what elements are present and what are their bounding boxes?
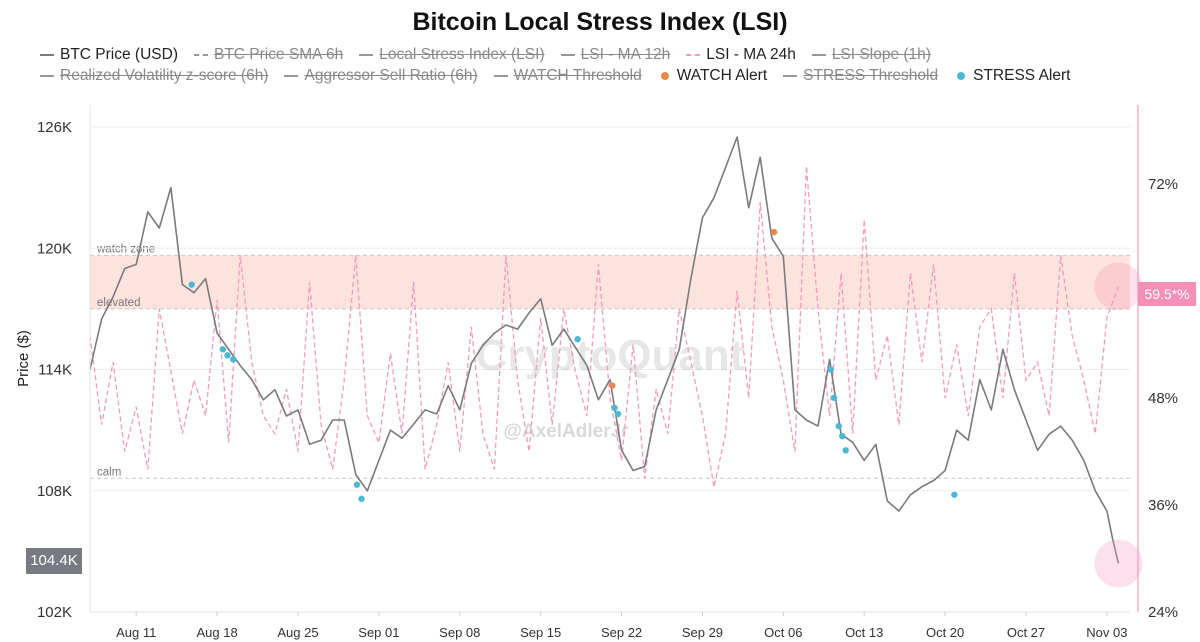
y-left-tick-label: 126K (37, 119, 72, 136)
stress-alert-point (574, 335, 581, 343)
legend-item-0[interactable]: BTC Price (USD) (40, 46, 178, 64)
stress-alert-point (230, 356, 237, 363)
x-tick-label: Aug 11 (116, 625, 156, 640)
legend-swatch (284, 75, 299, 77)
legend-item-6[interactable]: Realized Volatility z-score (6h) (40, 67, 268, 85)
stress-alert-point (358, 495, 365, 503)
watermark: CryptoQuant (476, 331, 745, 380)
legend-item-7[interactable]: Aggressor Sell Ratio (6h) (284, 67, 478, 85)
stress-alert-point (219, 346, 227, 353)
stress-alert-point (951, 491, 958, 498)
current-lsi-badge: 59.5*% (1138, 282, 1196, 306)
legend-swatch (783, 75, 798, 77)
stress-alert-point (839, 432, 846, 440)
x-tick-label: Oct 13 (845, 625, 883, 640)
btc-price-line (89, 136, 1120, 564)
watch-alert-point (770, 228, 778, 236)
legend-swatch (493, 75, 508, 77)
legend-label: WATCH Threshold (513, 67, 642, 84)
y-left-tick-label: 120K (37, 240, 72, 257)
watch-alert-point (609, 382, 616, 389)
legend-label: LSI Slope (1h) (831, 46, 931, 63)
y-left-tick-label: 102K (37, 604, 72, 621)
legend-swatch (359, 54, 374, 56)
y-right-tick-label: 72% (1148, 176, 1178, 193)
x-tick-label: Sep 01 (358, 625, 399, 640)
zone-label-1: elevated (97, 297, 140, 309)
x-tick-label: Aug 18 (197, 625, 238, 640)
x-tick-label: Nov 03 (1086, 625, 1127, 640)
legend-label: STRESS Threshold (803, 67, 939, 84)
legend-swatch (40, 54, 54, 56)
x-tick-label: Sep 15 (520, 625, 561, 640)
legend-item-9[interactable]: WATCH Alert (658, 67, 767, 85)
current-price-badge: 104.4K (26, 548, 82, 574)
x-tick-label: Oct 27 (1007, 625, 1045, 640)
x-tick-label: Oct 20 (926, 625, 964, 640)
stress-alert-point (224, 352, 231, 359)
legend-label: WATCH Alert (676, 67, 768, 84)
x-tick-label: Oct 06 (764, 625, 802, 640)
y-left-tick-label: 108K (37, 483, 72, 500)
zone-label-0: watch zone (96, 243, 155, 255)
legend-label: STRESS Alert (973, 67, 1071, 84)
x-tick-label: Sep 29 (682, 625, 723, 640)
stress-alert-point (835, 422, 842, 430)
legend-label: BTC Price (USD) (60, 46, 178, 63)
stress-alert-point (611, 404, 618, 412)
legend-swatch (811, 54, 826, 56)
legend-swatch (660, 72, 669, 80)
y-left-tick-label: 114K (38, 362, 72, 379)
legend-swatch (686, 54, 701, 56)
legend-swatch (40, 75, 54, 77)
legend-item-1[interactable]: BTC Price SMA 6h (193, 46, 344, 64)
stress-alert-point (353, 481, 361, 488)
stress-alert-point (614, 410, 622, 418)
stress-alert-point (830, 394, 838, 401)
legend-label: Aggressor Sell Ratio (6h) (304, 67, 478, 84)
legend-swatch (193, 54, 208, 56)
legend-item-5[interactable]: LSI Slope (1h) (811, 46, 931, 64)
y-right-tick-label: 24% (1148, 604, 1178, 621)
stress-alert-point (188, 281, 195, 288)
legend-label: LSI - MA 12h (580, 46, 671, 63)
legend-label: Local Stress Index (LSI) (379, 46, 545, 63)
legend-label: BTC Price SMA 6h (213, 46, 344, 63)
y-right-tick-label: 48% (1148, 390, 1178, 407)
stress-alert-point (827, 366, 834, 373)
watch-zone-band (90, 255, 1130, 309)
x-tick-label: Sep 08 (439, 625, 480, 640)
legend-swatch (560, 54, 575, 56)
x-tick-label: Sep 22 (601, 625, 642, 640)
legend-item-4[interactable]: LSI - MA 24h (686, 46, 796, 64)
chart-title: Bitcoin Local Stress Index (LSI) (412, 8, 788, 36)
stress-alert-point (842, 447, 849, 454)
zone-label-2: calm (97, 466, 121, 478)
legend-item-2[interactable]: Local Stress Index (LSI) (359, 46, 545, 64)
watermark-handle: @AxelAdlerJr (503, 421, 629, 442)
legend-swatch (957, 72, 966, 80)
legend-item-3[interactable]: LSI - MA 12h (560, 46, 671, 64)
x-tick-label: Aug 25 (277, 625, 318, 640)
lsi-current-highlight (1094, 262, 1143, 311)
legend: BTC Price (USD) BTC Price SMA 6h Local Str… (40, 46, 1170, 85)
lsi-ma24-line (89, 166, 1120, 488)
y-axis-title: Price ($) (15, 330, 32, 387)
legend-label: LSI - MA 24h (706, 46, 796, 63)
legend-item-11[interactable]: STRESS Alert (954, 67, 1070, 85)
legend-item-10[interactable]: STRESS Threshold (783, 67, 938, 85)
legend-item-8[interactable]: WATCH Threshold (493, 67, 642, 85)
price-current-highlight (1094, 539, 1143, 588)
y-right-tick-label: 36% (1148, 497, 1178, 514)
legend-label: Realized Volatility z-score (6h) (60, 67, 269, 84)
